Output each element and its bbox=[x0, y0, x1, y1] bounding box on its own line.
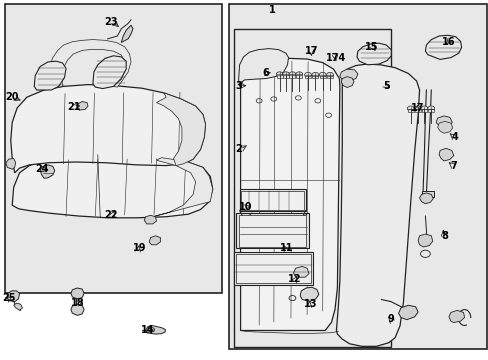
Text: 9: 9 bbox=[387, 314, 394, 324]
Text: 5: 5 bbox=[382, 81, 389, 91]
Bar bbox=[319, 76, 325, 78]
Polygon shape bbox=[93, 56, 126, 89]
Polygon shape bbox=[156, 93, 205, 166]
Polygon shape bbox=[419, 193, 432, 204]
Polygon shape bbox=[437, 121, 452, 133]
Polygon shape bbox=[240, 58, 339, 330]
Bar bbox=[305, 76, 310, 78]
Circle shape bbox=[326, 72, 333, 77]
Text: 7: 7 bbox=[449, 161, 456, 171]
Text: 25: 25 bbox=[2, 293, 16, 303]
Bar bbox=[241, 191, 303, 210]
Circle shape bbox=[148, 328, 154, 332]
Polygon shape bbox=[144, 215, 156, 224]
Polygon shape bbox=[300, 287, 318, 301]
Polygon shape bbox=[40, 165, 55, 178]
Text: 8: 8 bbox=[441, 231, 447, 241]
Bar bbox=[289, 75, 295, 78]
Bar bbox=[228, 4, 486, 349]
Circle shape bbox=[407, 106, 413, 111]
Bar bbox=[238, 215, 305, 247]
Polygon shape bbox=[151, 158, 212, 217]
Bar bbox=[5, 4, 222, 293]
Text: 14: 14 bbox=[141, 325, 154, 335]
Bar bbox=[276, 75, 282, 78]
Text: 17: 17 bbox=[305, 46, 318, 56]
Polygon shape bbox=[356, 43, 390, 65]
Text: 20: 20 bbox=[5, 92, 19, 102]
Polygon shape bbox=[14, 303, 22, 310]
Text: 18: 18 bbox=[70, 298, 84, 308]
Text: 15: 15 bbox=[364, 42, 378, 52]
Bar bbox=[427, 109, 433, 112]
Circle shape bbox=[276, 72, 283, 77]
Text: 23: 23 bbox=[104, 17, 118, 27]
Polygon shape bbox=[417, 234, 432, 247]
Circle shape bbox=[319, 72, 325, 77]
Bar bbox=[233, 29, 390, 347]
Polygon shape bbox=[435, 116, 451, 128]
Polygon shape bbox=[293, 266, 308, 277]
Bar bbox=[283, 75, 288, 78]
Text: 22: 22 bbox=[104, 210, 118, 220]
Circle shape bbox=[427, 106, 434, 111]
Text: 16: 16 bbox=[441, 37, 455, 48]
Text: 6: 6 bbox=[262, 68, 268, 78]
Polygon shape bbox=[425, 35, 461, 59]
Circle shape bbox=[414, 106, 421, 111]
Circle shape bbox=[282, 72, 289, 77]
Bar bbox=[233, 252, 312, 285]
Text: 24: 24 bbox=[35, 164, 48, 174]
Polygon shape bbox=[448, 310, 464, 323]
Text: 10: 10 bbox=[238, 202, 252, 212]
Polygon shape bbox=[341, 77, 353, 87]
Text: 174: 174 bbox=[325, 53, 346, 63]
Bar bbox=[414, 109, 420, 112]
Text: 11: 11 bbox=[279, 243, 293, 253]
Bar bbox=[421, 109, 427, 112]
Text: 4: 4 bbox=[450, 132, 457, 142]
Polygon shape bbox=[336, 64, 419, 346]
Polygon shape bbox=[71, 288, 84, 299]
Text: 17: 17 bbox=[410, 103, 424, 113]
Text: 13: 13 bbox=[303, 299, 317, 309]
Circle shape bbox=[288, 72, 295, 77]
Polygon shape bbox=[145, 325, 165, 334]
Bar bbox=[407, 109, 413, 112]
Polygon shape bbox=[149, 236, 160, 245]
Polygon shape bbox=[238, 49, 288, 86]
Text: 21: 21 bbox=[67, 102, 81, 112]
Text: 2: 2 bbox=[235, 144, 242, 154]
Polygon shape bbox=[71, 304, 84, 315]
Polygon shape bbox=[121, 25, 133, 42]
Text: 1: 1 bbox=[268, 5, 275, 15]
Circle shape bbox=[304, 72, 311, 77]
Bar bbox=[236, 254, 310, 283]
Polygon shape bbox=[44, 40, 131, 89]
Text: 12: 12 bbox=[287, 274, 301, 284]
Bar bbox=[312, 76, 318, 78]
Polygon shape bbox=[438, 148, 453, 161]
Circle shape bbox=[311, 72, 318, 77]
Bar bbox=[296, 75, 302, 78]
Polygon shape bbox=[12, 155, 212, 218]
Polygon shape bbox=[77, 102, 88, 110]
Circle shape bbox=[295, 72, 302, 77]
Bar bbox=[236, 213, 308, 248]
Bar bbox=[239, 189, 305, 211]
Polygon shape bbox=[34, 61, 66, 90]
Circle shape bbox=[420, 106, 427, 111]
Polygon shape bbox=[7, 291, 20, 302]
Polygon shape bbox=[339, 69, 357, 81]
Polygon shape bbox=[6, 158, 16, 169]
Text: 3: 3 bbox=[235, 81, 242, 91]
Polygon shape bbox=[11, 85, 205, 173]
Polygon shape bbox=[398, 305, 417, 320]
Text: 19: 19 bbox=[132, 243, 146, 253]
Bar bbox=[421, 191, 433, 197]
Bar bbox=[326, 76, 332, 78]
